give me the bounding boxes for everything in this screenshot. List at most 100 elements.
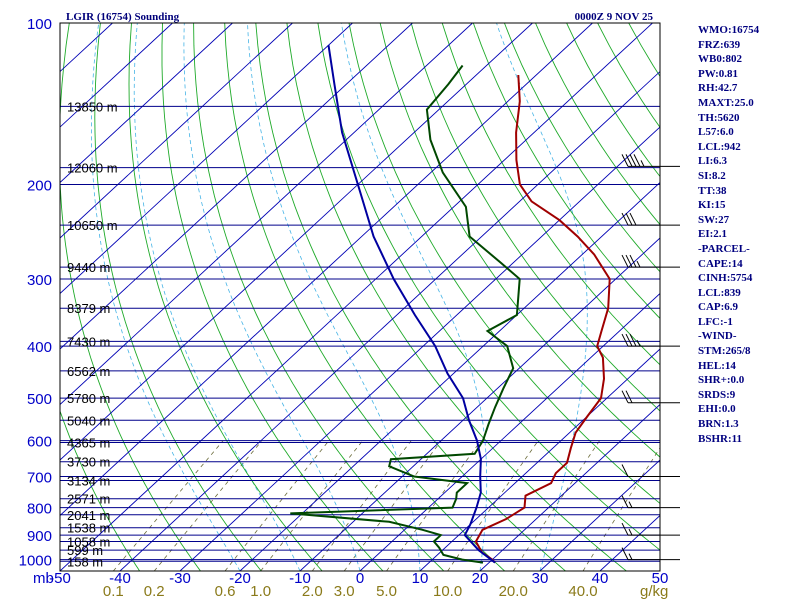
moist-adiabat [341, 23, 488, 571]
mixing-ratio-label: 5.0 [376, 583, 397, 600]
mixing-ratio-line [343, 440, 442, 571]
wind-barb [621, 464, 680, 478]
wind-barb-flag [621, 390, 629, 403]
pressure-tick-label: 600 [27, 434, 52, 451]
isotherm [539, 459, 660, 571]
wind-barb [621, 547, 680, 561]
height-label: 8379 m [67, 301, 110, 316]
index-line: LI:6.3 [698, 155, 728, 168]
moist-adiabat [247, 23, 421, 571]
index-line: TH:5620 [698, 111, 740, 124]
background-lines [60, 23, 660, 571]
isotherm [60, 23, 653, 571]
index-line: EHI:0.0 [698, 403, 736, 416]
isotherm [60, 23, 353, 295]
index-line: STM:265/8 [698, 345, 751, 358]
index-line: KI:15 [698, 199, 726, 212]
index-line: LFC:-1 [698, 315, 733, 328]
temperature-tick-label: -30 [169, 570, 191, 587]
wind-barb-half-flag [628, 553, 633, 560]
temperature-tick-label: 40 [592, 570, 609, 587]
pressure-tick-label: 100 [27, 16, 52, 33]
index-line: MAXT:25.0 [698, 96, 754, 109]
index-line: SHR+:0.0 [698, 374, 745, 387]
dry-adiabat [441, 23, 660, 366]
wind-barb [621, 154, 680, 167]
mixing-ratio-label: 3.0 [334, 583, 355, 600]
index-line: CAP:6.9 [698, 301, 739, 314]
wind-barb-flag [629, 212, 637, 226]
wind-barb [621, 495, 680, 509]
wind-barb [621, 333, 680, 347]
index-line: CINH:5754 [698, 272, 753, 285]
wind-barb-flag [621, 522, 629, 536]
mixing-ratio-line [260, 440, 364, 571]
isotherm [60, 23, 173, 128]
height-label: 4365 m [67, 436, 110, 451]
pressure-tick-label: 500 [27, 391, 52, 408]
dry-adiabat [128, 23, 323, 571]
dry-adiabat [193, 23, 445, 571]
wind-barb-flag [629, 254, 637, 268]
axis-labels: 13850 m 12060 m 10650 m 9440 m 8379 m 7430 m 6… [19, 16, 669, 600]
height-label: 10650 m [67, 218, 118, 233]
wind-barb-flag [621, 212, 629, 226]
wind-barb-flag [621, 254, 629, 268]
dry-adiabat [410, 23, 660, 412]
wind-barb-flag [625, 154, 633, 167]
mixing-ratio-line [224, 440, 330, 571]
stability-indices-panel: WMO:16754 FRZ:639 WB0:802 PW:0.81 RH:42.7 MAX… [698, 23, 798, 446]
dry-adiabat [224, 23, 505, 571]
temperature-tick-label: 10 [412, 570, 429, 587]
isotherm [60, 23, 473, 406]
pressure-tick-label: 300 [27, 272, 52, 289]
mixing-ratio-label: 20.0 [499, 583, 528, 600]
height-label: 599 m [67, 543, 103, 558]
temperature-tick-label: 0 [356, 570, 364, 587]
chart-title: LGIR (16754) Sounding [66, 11, 180, 23]
temperature-tick-label: 20 [472, 570, 489, 587]
isotherm [60, 23, 533, 461]
wind-barb-flag [629, 333, 637, 347]
index-line: WMO:16754 [698, 24, 760, 36]
temperature-tick-label: 30 [532, 570, 549, 587]
height-label: 5040 m [67, 413, 110, 428]
isotherm [299, 237, 660, 571]
index-line: SI:8.2 [698, 169, 726, 182]
temperature-tick-label: -20 [229, 570, 251, 587]
index-line: RH:42.7 [698, 82, 738, 95]
index-line: TT:38 [698, 184, 727, 197]
wind-barb-flag [621, 154, 629, 167]
isotherm [479, 403, 660, 571]
wind-barb-flag [629, 154, 637, 167]
wind-barb-half-flag [636, 339, 641, 347]
index-line: BSHR:11 [698, 432, 743, 445]
plot-frame [59, 22, 661, 572]
mixing-ratio-label: 40.0 [568, 583, 597, 600]
pressure-tick-label: 1000 [19, 553, 52, 570]
index-line: PW:0.81 [698, 67, 739, 80]
wind-barb [621, 390, 680, 404]
temperature-tick-label: -50 [49, 570, 71, 587]
isotherm [239, 181, 660, 571]
isotherm [60, 23, 413, 350]
pressure-tick-label: 400 [27, 339, 52, 356]
pressure-unit-label: mb [33, 570, 54, 587]
height-label: 1058 m [67, 535, 110, 550]
mixing-ratio-line [311, 440, 412, 571]
wind-barb-flag [621, 464, 629, 477]
height-label: 2041 m [67, 508, 110, 523]
height-label: 158 m [67, 554, 103, 569]
dry-adiabat [94, 23, 262, 571]
height-label: 5780 m [67, 391, 110, 406]
mixing-ratio-unit-label: g/kg [640, 583, 668, 600]
temperature-tick-label: 50 [652, 570, 669, 587]
wind-barb-flag [625, 212, 633, 226]
moist-adiabat [91, 23, 241, 571]
wind-barb-flag [633, 154, 641, 167]
dry-adiabat [60, 409, 140, 571]
dry-adiabat [60, 23, 201, 571]
wind-barb-staff [621, 154, 680, 561]
height-label: 12060 m [67, 161, 118, 176]
